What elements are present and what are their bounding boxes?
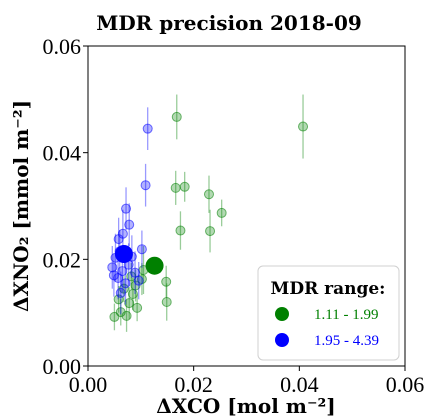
x-axis-ticks: 0.00 0.02 0.04 0.06 (69, 366, 425, 397)
data-point (142, 123, 153, 134)
series-blue (107, 107, 153, 315)
y-tick-label: 0.02 (43, 247, 82, 272)
data-point (179, 181, 190, 192)
data-point (136, 244, 147, 255)
data-point (127, 289, 138, 299)
legend-marker-blue (275, 333, 289, 347)
data-point (133, 275, 144, 286)
x-axis-label: ΔXCO [mol m⁻²] (156, 394, 335, 418)
data-point (124, 219, 135, 230)
data-point (130, 267, 141, 278)
data-point (109, 311, 120, 322)
x-tick-label: 0.06 (386, 372, 425, 397)
data-point (170, 182, 181, 193)
legend-marker-green (275, 307, 289, 321)
data-marks (107, 94, 309, 332)
data-point (132, 302, 143, 313)
x-tick-label: 0.00 (69, 372, 108, 397)
data-point (161, 297, 172, 307)
data-point (175, 225, 186, 236)
summary-point-green (145, 256, 164, 275)
x-tick-label: 0.02 (174, 372, 213, 397)
legend: MDR range: 1.11 - 1.99 1.95 - 4.39 (257, 265, 400, 361)
y-tick-label: 0.06 (43, 34, 82, 59)
y-axis-ticks: 0.00 0.02 0.04 0.06 (43, 34, 88, 379)
data-point (140, 180, 151, 191)
data-point (121, 203, 132, 214)
y-tick-label: 0.04 (43, 141, 82, 166)
data-point (203, 189, 214, 200)
legend-box (257, 265, 400, 361)
data-point (205, 226, 216, 237)
data-point (298, 121, 309, 132)
data-point (161, 276, 172, 287)
data-point (107, 262, 118, 273)
summary-point-blue (114, 245, 133, 263)
series-green (109, 94, 309, 332)
data-point (124, 298, 135, 309)
data-point (216, 207, 227, 218)
legend-label-green: 1.11 - 1.99 (314, 307, 378, 323)
data-point (120, 278, 131, 289)
data-point (115, 287, 126, 298)
data-point (113, 234, 124, 245)
chart-title: MDR precision 2018-09 (96, 11, 362, 35)
data-point (126, 271, 137, 282)
x-tick-label: 0.04 (280, 372, 319, 397)
y-tick-label: 0.00 (43, 354, 82, 379)
legend-label-blue: 1.95 - 4.39 (314, 333, 379, 349)
legend-title: MDR range: (271, 279, 386, 299)
y-axis-label: ΔXNO₂ [mmol m⁻²] (9, 100, 33, 312)
plot-frame (87, 45, 406, 367)
data-point (171, 111, 182, 122)
data-point (117, 266, 128, 277)
data-point (121, 310, 132, 321)
